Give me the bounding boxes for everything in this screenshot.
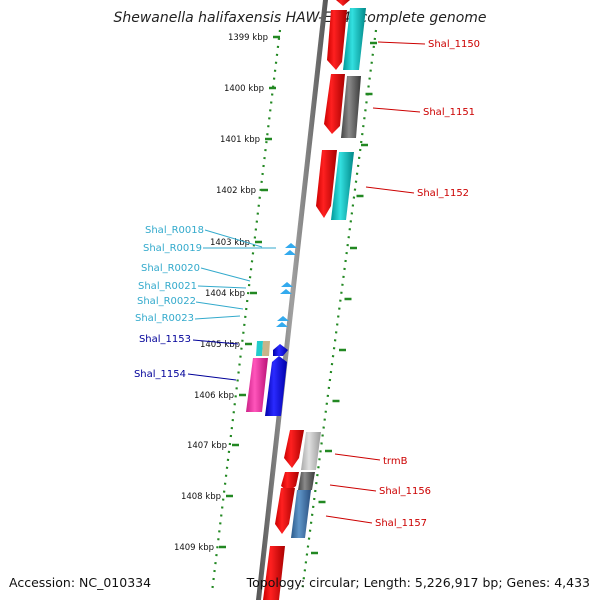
- gene-label[interactable]: Shal_1157: [375, 518, 427, 529]
- kbp-label: 1405 kbp: [200, 340, 240, 350]
- gene-trmb-red: [284, 430, 304, 468]
- gene-features: [246, 0, 366, 600]
- gene-shal-1153-cyan: [256, 341, 263, 356]
- kbp-label: 1408 kbp: [181, 492, 221, 502]
- gene-labels: Shal_1150 Shal_1151 Shal_1152 Shal_R0018 Sha…: [134, 39, 480, 529]
- gene-shal-1150-red: [327, 10, 347, 70]
- trna-chevron-6: [276, 322, 288, 327]
- map-title: Shewanella halifaxensis HAW-EB4, complet…: [113, 10, 486, 26]
- ruler-dots-right: [300, 29, 378, 593]
- gene-shal-1152-red: [316, 150, 337, 218]
- gene-shal-1154-pink: [246, 358, 268, 412]
- genome-backbone: [256, 0, 328, 600]
- gene-shal-1153-tan: [262, 341, 270, 356]
- gene-label[interactable]: Shal_1153: [139, 334, 191, 345]
- kbp-label: 1400 kbp: [224, 84, 264, 94]
- gene-label[interactable]: Shal_R0020: [141, 263, 200, 274]
- gene-label[interactable]: Shal_1152: [417, 188, 469, 199]
- gene-shal-1157-red: [275, 488, 295, 534]
- kbp-label: 1409 kbp: [174, 543, 214, 553]
- kbp-label: 1399 kbp: [228, 33, 268, 43]
- gene-shal-1151-red: [324, 74, 345, 134]
- gene-label[interactable]: Shal_R0018: [145, 225, 204, 236]
- gene-shal-1157-steel: [291, 490, 311, 538]
- trna-chevron-3: [281, 282, 293, 287]
- kbp-label: 1403 kbp: [210, 238, 250, 248]
- gene-label[interactable]: Shal_R0019: [143, 243, 202, 254]
- gene-arrow-top-red: [336, 0, 350, 6]
- trna-chevron-2: [284, 250, 296, 255]
- kbp-label: 1402 kbp: [216, 186, 256, 196]
- kbp-label: 1407 kbp: [187, 441, 227, 451]
- gene-label[interactable]: Shal_1151: [423, 107, 475, 118]
- gene-trmb-ltgray: [301, 432, 321, 470]
- gene-bottom-red: [263, 546, 285, 600]
- trna-chevron-4: [280, 289, 292, 294]
- kbp-label: 1401 kbp: [220, 135, 260, 145]
- gene-blue-body: [265, 356, 287, 416]
- gene-shal-1151-gray: [341, 76, 361, 138]
- gene-shal-1156-red: [281, 472, 299, 492]
- gene-shal-1150-cyan: [343, 8, 366, 70]
- gene-shal-1156-gray: [298, 472, 315, 490]
- leader-lines: [187, 41, 426, 524]
- trna-chevron-5: [277, 316, 289, 321]
- gene-label[interactable]: Shal_1154: [134, 369, 186, 380]
- trna-chevron-1: [285, 243, 297, 248]
- gene-label[interactable]: Shal_R0023: [135, 313, 194, 324]
- gene-label[interactable]: Shal_1156: [379, 486, 431, 497]
- gene-blue-arrow: [273, 344, 288, 356]
- gene-label[interactable]: trmB: [383, 456, 408, 467]
- kbp-label: 1406 kbp: [194, 391, 234, 401]
- kbp-label: 1404 kbp: [205, 289, 245, 299]
- kbp-ruler: 1399 kbp 1400 kbp 1401 kbp 1402 kbp 1403 kbp…: [174, 33, 377, 555]
- genome-summary-text: Topology: circular; Length: 5,226,917 bp…: [246, 575, 590, 590]
- gene-label[interactable]: Shal_1150: [428, 39, 480, 50]
- gene-label[interactable]: Shal_R0021: [138, 281, 197, 292]
- gene-label[interactable]: Shal_R0022: [137, 296, 196, 307]
- gene-shal-1152-cyan: [331, 152, 354, 220]
- accession-text: Accession: NC_010334: [9, 575, 151, 590]
